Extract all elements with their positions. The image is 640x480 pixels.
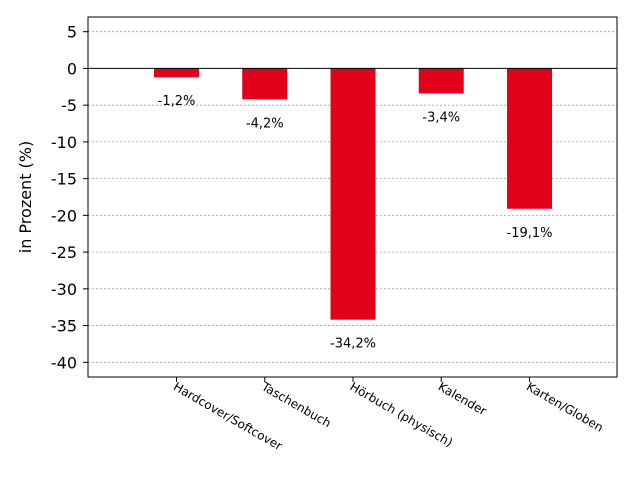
y-tick-label: -35 — [51, 317, 77, 336]
x-tick-label: Karten/Globen — [524, 379, 606, 434]
data-label: -19,1% — [507, 226, 553, 241]
bar — [418, 68, 464, 94]
data-label: -1,2% — [158, 94, 196, 109]
data-labels: -1,2% -4,2% -34,2% -3,4% -19,1% — [158, 94, 553, 351]
y-tick-label: -25 — [51, 243, 77, 262]
data-label: -3,4% — [422, 110, 460, 125]
bar — [330, 68, 376, 320]
bar — [242, 68, 288, 100]
data-label: -4,2% — [246, 116, 284, 131]
y-tick-label: -20 — [51, 206, 77, 225]
y-axis-title: in Prozent (%) — [16, 141, 35, 253]
bar — [507, 68, 552, 209]
y-tick-label: -40 — [51, 353, 77, 372]
x-tick-label: Kalender — [436, 379, 489, 418]
bars — [154, 68, 552, 320]
y-tick-label: -5 — [61, 96, 77, 115]
y-tick-label: -10 — [51, 133, 77, 152]
y-tick-label: -15 — [51, 170, 77, 189]
y-tick-label: 5 — [67, 23, 77, 42]
data-label: -34,2% — [330, 337, 376, 352]
x-tick-label: Taschenbuch — [258, 379, 333, 430]
y-tick-label: 0 — [67, 59, 77, 78]
bar — [154, 68, 199, 78]
y-tick-label: -30 — [51, 280, 77, 299]
y-axis-ticks: 5 0 -5 -10 -15 -20 -25 -30 -35 -40 — [51, 23, 88, 372]
